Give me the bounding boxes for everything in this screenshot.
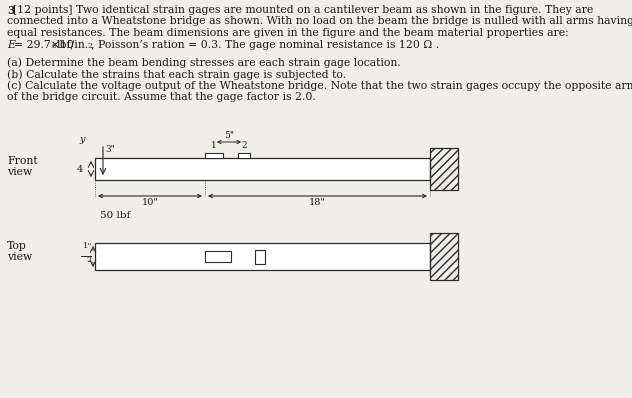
Text: (a) Determine the beam bending stresses are each strain gage location.: (a) Determine the beam bending stresses … — [7, 58, 401, 68]
Text: Top: Top — [7, 241, 27, 251]
Text: (b) Calculate the strains that each strain gage is subjected to.: (b) Calculate the strains that each stra… — [7, 69, 346, 80]
Text: view: view — [7, 252, 32, 262]
Text: 5": 5" — [224, 131, 234, 140]
Text: view: view — [7, 167, 32, 177]
Text: [12 points] Two identical strain gages are mounted on a cantilever beam as shown: [12 points] Two identical strain gages a… — [13, 5, 593, 15]
Text: 2: 2 — [87, 256, 92, 263]
Bar — [238, 153, 250, 158]
Bar — [205, 251, 231, 262]
Text: 3": 3" — [105, 145, 115, 154]
Bar — [255, 250, 265, 263]
Text: 3: 3 — [7, 5, 15, 16]
Text: , Poisson’s ration = 0.3. The gage nominal resistance is 120 Ω .: , Poisson’s ration = 0.3. The gage nomin… — [91, 39, 439, 49]
Text: of the bridge circuit. Assume that the gage factor is 2.0.: of the bridge circuit. Assume that the g… — [7, 92, 316, 102]
Bar — [95, 158, 430, 180]
Bar — [95, 243, 430, 270]
Bar — [430, 233, 458, 280]
Text: y: y — [80, 135, 85, 144]
Text: 1": 1" — [83, 242, 92, 250]
Text: 10": 10" — [142, 198, 159, 207]
Text: 2: 2 — [87, 43, 92, 51]
Text: 6: 6 — [52, 43, 57, 51]
Text: 1: 1 — [211, 141, 217, 150]
Text: lbf/in.: lbf/in. — [57, 39, 89, 49]
Text: 50 lbf: 50 lbf — [100, 211, 130, 220]
Bar — [205, 153, 223, 158]
Text: E: E — [7, 39, 15, 49]
Text: connected into a Wheatstone bridge as shown. With no load on the beam the bridge: connected into a Wheatstone bridge as sh… — [7, 16, 632, 27]
Text: 4: 4 — [76, 164, 83, 174]
Text: 18": 18" — [309, 198, 326, 207]
Text: = 29.7×10: = 29.7×10 — [14, 39, 74, 49]
Text: equal resistances. The beam dimensions are given in the figure and the beam mate: equal resistances. The beam dimensions a… — [7, 28, 569, 38]
Text: Front: Front — [7, 156, 38, 166]
Text: 2: 2 — [241, 141, 247, 150]
Text: (c) Calculate the voltage output of the Wheatstone bridge. Note that the two str: (c) Calculate the voltage output of the … — [7, 81, 632, 92]
Bar — [430, 148, 458, 190]
